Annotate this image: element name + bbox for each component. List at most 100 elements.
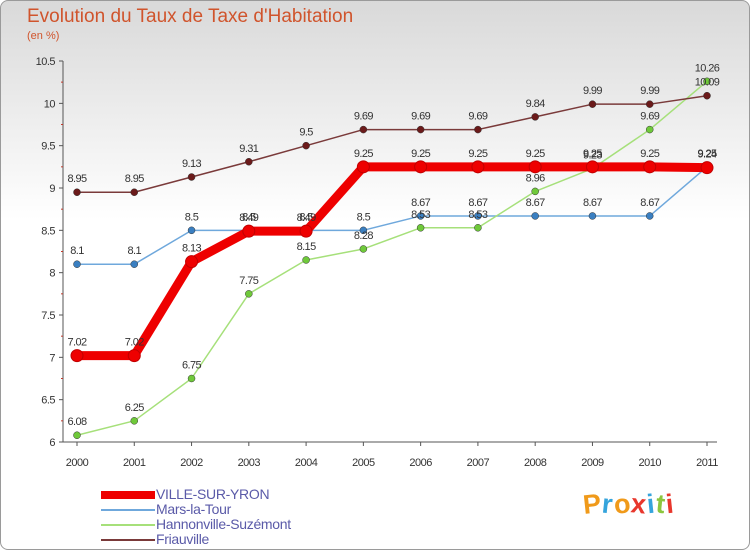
x-tick-label: 2011 bbox=[696, 457, 718, 469]
data-point bbox=[359, 226, 368, 235]
line-chart: 6 6.5 7 7.5 8 8.5 9 9.5 10 10.5 2000 2001 2002 2003 20… bbox=[36, 56, 721, 469]
x-tick-label: 2000 bbox=[66, 457, 89, 469]
data-label: 10.26 bbox=[695, 62, 720, 74]
legend: VILLE-SUR-YRON Mars-la-Tour Hannonville-Su… bbox=[101, 486, 361, 547]
x-tick-label: 2002 bbox=[180, 457, 203, 469]
data-label: 8.13 bbox=[182, 243, 201, 255]
data-point bbox=[531, 212, 539, 220]
data-label: 8.95 bbox=[67, 173, 86, 185]
data-label: 8.67 bbox=[640, 197, 659, 209]
data-label: 7.02 bbox=[125, 337, 144, 349]
y-tick-label: 7.5 bbox=[41, 310, 55, 322]
data-label: 8.67 bbox=[468, 197, 487, 209]
data-label: 9.13 bbox=[182, 158, 201, 170]
data-label: 8.28 bbox=[354, 230, 373, 242]
chart-title: Evolution du Taux de Taxe d'Habitation bbox=[27, 6, 354, 27]
x-tick-label: 2009 bbox=[581, 457, 604, 469]
data-label: 8.53 bbox=[468, 209, 487, 221]
data-point bbox=[416, 224, 425, 232]
data-label: 9.25 bbox=[468, 148, 487, 160]
data-point bbox=[130, 260, 139, 268]
data-point bbox=[187, 374, 196, 383]
data-point bbox=[245, 158, 253, 166]
data-point bbox=[302, 141, 310, 150]
data-label: 8.1 bbox=[70, 245, 84, 257]
data-point bbox=[187, 226, 196, 235]
data-label: 9.25 bbox=[354, 148, 373, 160]
data-point bbox=[359, 245, 368, 253]
legend-swatch bbox=[101, 524, 155, 526]
data-point bbox=[474, 224, 482, 232]
data-label: 8.1 bbox=[128, 245, 142, 257]
data-point bbox=[700, 161, 714, 175]
data-point bbox=[531, 113, 539, 121]
data-point bbox=[359, 125, 368, 134]
x-tick-label: 2008 bbox=[524, 457, 547, 469]
data-label: 9.69 bbox=[411, 111, 430, 123]
data-point bbox=[588, 212, 597, 220]
data-label: 6.08 bbox=[67, 416, 86, 428]
data-label: 9.25 bbox=[697, 148, 716, 160]
legend-swatch bbox=[101, 509, 155, 511]
data-point bbox=[703, 77, 711, 86]
data-point bbox=[299, 224, 313, 238]
data-point bbox=[703, 91, 711, 100]
data-label: 6.25 bbox=[125, 402, 144, 414]
data-point bbox=[585, 160, 599, 174]
data-label: 9.25 bbox=[583, 148, 602, 160]
legend-label: VILLE-SUR-YRON bbox=[156, 486, 270, 502]
data-point bbox=[645, 100, 654, 108]
series-line bbox=[77, 94, 708, 193]
data-label: 8.49 bbox=[297, 212, 316, 224]
data-point bbox=[73, 260, 81, 268]
data-label: 9.5 bbox=[299, 127, 313, 139]
data-label: 9.69 bbox=[354, 111, 373, 123]
series-line bbox=[77, 162, 708, 361]
data-label: 8.96 bbox=[526, 172, 545, 184]
data-label: 9.69 bbox=[640, 111, 659, 123]
y-tick-label: 6.5 bbox=[41, 395, 55, 407]
legend-item: Hannonville-Suzémont bbox=[101, 516, 361, 532]
data-point bbox=[416, 212, 425, 220]
data-label: 9.69 bbox=[468, 111, 487, 123]
y-tick-label: 10 bbox=[44, 98, 56, 110]
legend-swatch bbox=[101, 491, 155, 499]
data-point bbox=[70, 349, 84, 363]
legend-item: Friauville bbox=[101, 531, 361, 547]
legend-label: Friauville bbox=[156, 531, 210, 547]
legend-item: VILLE-SUR-YRON bbox=[101, 486, 361, 502]
data-point bbox=[588, 100, 597, 108]
y-tick-label: 9 bbox=[49, 183, 55, 195]
data-point bbox=[645, 125, 654, 134]
data-label: 9.99 bbox=[640, 85, 659, 97]
x-tick-label: 2004 bbox=[295, 457, 318, 469]
y-tick-label: 10.5 bbox=[36, 56, 56, 68]
data-point bbox=[245, 290, 253, 298]
data-label: 9.23 bbox=[583, 150, 602, 162]
data-point bbox=[416, 125, 425, 134]
legend-label: Hannonville-Suzémont bbox=[156, 516, 291, 532]
y-tick-label: 8 bbox=[49, 268, 55, 280]
data-point bbox=[73, 188, 81, 196]
x-tick-label: 2007 bbox=[467, 457, 490, 469]
data-point bbox=[185, 255, 199, 269]
y-tick-label: 9.5 bbox=[41, 141, 55, 153]
proxiti-logo: Proxiti bbox=[581, 488, 676, 520]
y-tick-label: 7 bbox=[49, 352, 55, 364]
data-point bbox=[73, 431, 81, 439]
data-label: 7.75 bbox=[239, 275, 258, 287]
data-label: 9.31 bbox=[239, 143, 258, 155]
data-point bbox=[302, 256, 310, 264]
data-label: 8.67 bbox=[411, 197, 430, 209]
data-label: 10.09 bbox=[695, 77, 720, 89]
logo-letter: i bbox=[663, 488, 676, 520]
legend-swatch bbox=[101, 539, 155, 541]
legend-label: Mars-la-Tour bbox=[156, 501, 231, 517]
data-point bbox=[645, 212, 654, 220]
data-point bbox=[187, 173, 196, 181]
data-point bbox=[356, 160, 370, 174]
data-label: 8.5 bbox=[185, 211, 199, 223]
data-label: 7.02 bbox=[67, 337, 86, 349]
data-point bbox=[414, 160, 428, 174]
